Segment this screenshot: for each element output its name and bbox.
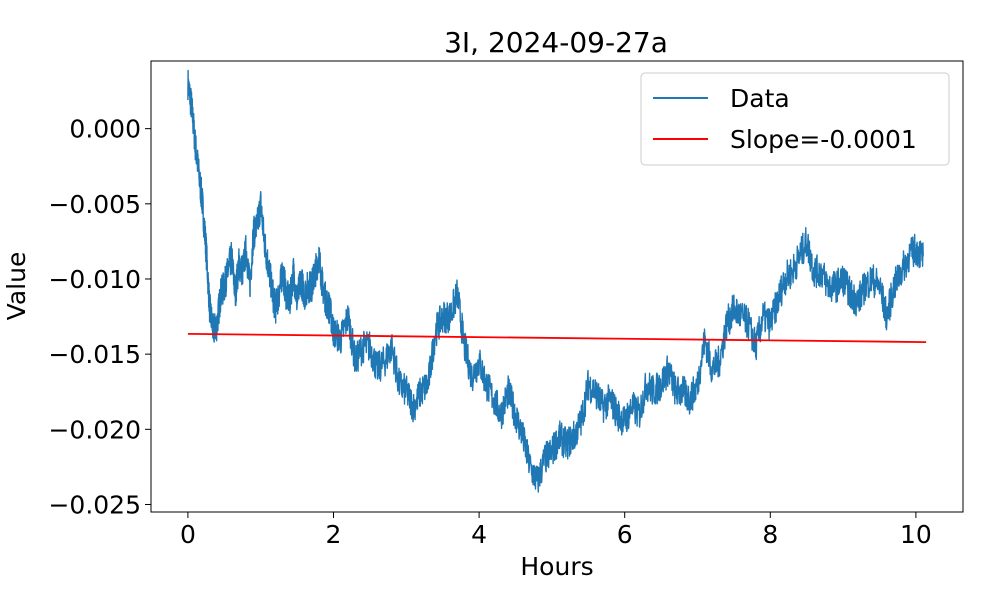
series-line-slope — [187, 333, 927, 343]
x-tick-label: 4 — [471, 520, 487, 549]
x-tick-label: 2 — [326, 520, 342, 549]
x-tick-label: 0 — [180, 520, 196, 549]
y-tick-label: −0.010 — [48, 265, 141, 294]
series-line-data — [187, 69, 924, 493]
legend: Data Slope=-0.0001 — [640, 72, 950, 166]
y-axis-label: Value — [2, 252, 31, 321]
chart-title: 3I, 2024-09-27a — [444, 26, 668, 59]
y-tick-label: −0.015 — [48, 340, 141, 369]
y-tick-label: −0.005 — [48, 190, 141, 219]
legend-label-data: Data — [730, 84, 790, 113]
y-tick-label: −0.020 — [48, 415, 141, 444]
plot-area — [187, 69, 927, 493]
legend-label-slope: Slope=-0.0001 — [730, 125, 917, 154]
y-tick-label: 0.000 — [69, 115, 141, 144]
y-axis: 0.000 −0.005 −0.010 −0.015 −0.020 −0.025 — [48, 115, 151, 519]
plot-frame — [150, 60, 964, 513]
x-axis: 0 2 4 6 8 10 — [180, 512, 932, 549]
x-axis-label: Hours — [520, 552, 593, 581]
x-tick-label: 6 — [617, 520, 633, 549]
x-tick-label: 8 — [762, 520, 778, 549]
legend-box — [640, 72, 950, 166]
y-tick-label: −0.025 — [48, 490, 141, 519]
x-tick-label: 10 — [900, 520, 932, 549]
